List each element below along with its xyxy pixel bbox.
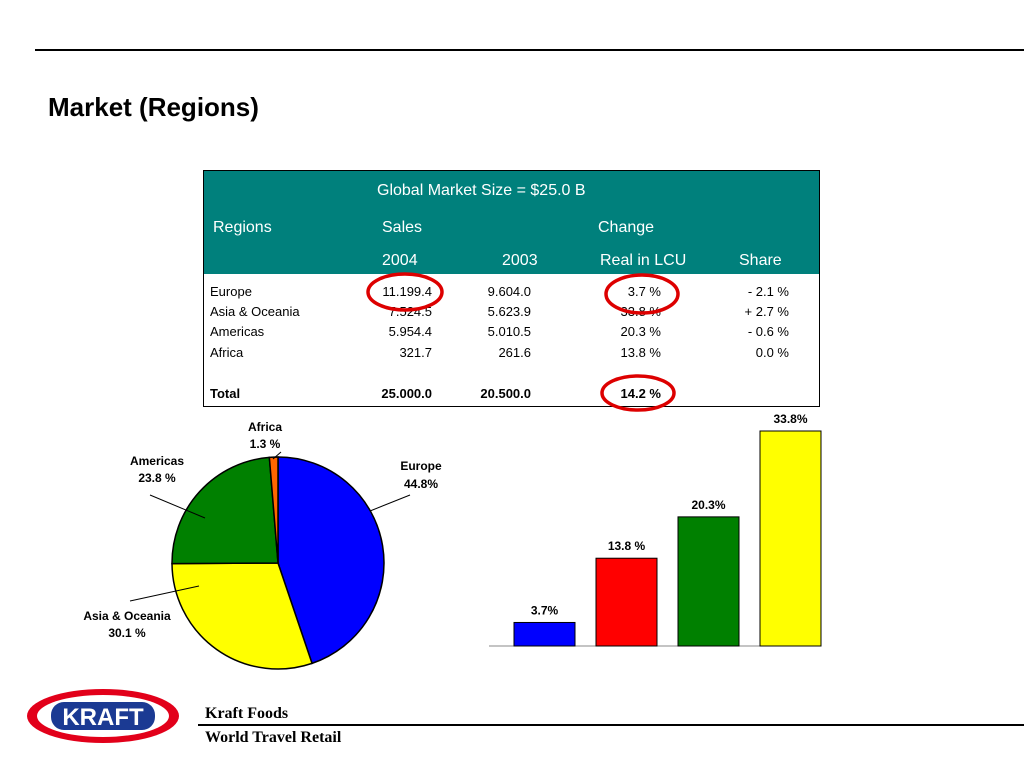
top-rule (35, 49, 1024, 51)
bar-value-label: 3.7% (531, 603, 559, 617)
bar-europe (513, 621, 576, 647)
table-cell-sales-2003: 261.6 (498, 345, 531, 360)
total-sales-2003: 20.500.0 (480, 386, 531, 401)
pie-label: Europe (400, 459, 442, 473)
pie-leader-line (272, 451, 282, 460)
table-cell-sales-2003: 9.604.0 (487, 284, 531, 299)
table-cell-sales-2003: 5.623.9 (487, 304, 531, 319)
table-cell-sales-2004: 7.524.5 (388, 304, 432, 319)
pie-label: Africa (248, 420, 282, 434)
table-cell-real-lcu: 33.8 % (620, 304, 661, 319)
table-cell-real-lcu: 3.7 % (627, 284, 661, 299)
footer-division: World Travel Retail (205, 729, 342, 746)
table-cell-share: + 2.7 % (744, 304, 789, 319)
pie-label: Asia & Oceania (83, 609, 171, 623)
table-cell-share: - 2.1 % (747, 284, 789, 299)
market-table: Global Market Size = $25.0 B Regions Sal… (203, 170, 820, 407)
table-cell-region: Americas (210, 324, 265, 339)
table-cell-real-lcu: 20.3 % (620, 324, 661, 339)
table-title: Global Market Size = $25.0 B (377, 182, 586, 199)
header-change: Change (598, 219, 655, 236)
pie-slice-americas (171, 456, 279, 565)
header-regions: Regions (213, 219, 272, 236)
pie-leader-line (129, 585, 200, 602)
pie-value-label: 30.1 % (108, 626, 146, 640)
table-cell-sales-2004: 321.7 (399, 345, 432, 360)
kraft-logo-text: KRAFT (62, 704, 144, 731)
table-cell-sales-2004: 5.954.4 (388, 324, 432, 339)
total-sales-2004: 25.000.0 (381, 386, 432, 401)
bar-asia-oceania (759, 430, 822, 647)
pie-slice-africa (268, 456, 279, 564)
bar-chart: 3.7% 13.8 % 20.3% 33.8% (489, 412, 822, 647)
table-cell-region: Asia & Oceania (210, 304, 300, 319)
pie-slice-europe (277, 456, 385, 665)
header-share: Share (739, 252, 782, 269)
bar-value-label: 13.8 % (608, 539, 646, 553)
table-cell-region: Africa (210, 345, 244, 360)
bar-americas (677, 516, 740, 647)
pie-chart: Europe 44.8% Asia & Oceania 30.1 % Americas 2… (83, 420, 442, 670)
pie-leader-line (149, 494, 206, 519)
header-sales: Sales (382, 219, 423, 236)
table-cell-region: Europe (210, 284, 252, 299)
pie-slice-asia-oceania (171, 562, 313, 670)
bar-value-label: 20.3% (691, 498, 725, 512)
table-cell-real-lcu: 13.8 % (620, 345, 661, 360)
table-cell-share: 0.0 % (755, 345, 789, 360)
header-real-in-lcu: Real in LCU (600, 252, 687, 269)
bar-value-label: 33.8% (773, 412, 807, 426)
total-real-lcu: 14.2 % (620, 386, 661, 401)
header-2003: 2003 (502, 252, 538, 269)
table-cell-share: - 0.6 % (747, 324, 789, 339)
bar-africa (595, 557, 658, 647)
footer-company: Kraft Foods (205, 705, 289, 722)
footer-rule (198, 724, 1024, 726)
pie-value-label: 23.8 % (138, 471, 176, 485)
pie-value-label: 44.8% (404, 477, 438, 491)
pie-leader-line (369, 494, 411, 512)
page-title: Market (Regions) (48, 92, 259, 122)
pie-value-label: 1.3 % (250, 437, 281, 451)
header-2004: 2004 (382, 252, 418, 269)
table-cell-sales-2003: 5.010.5 (487, 324, 531, 339)
table-header: Global Market Size = $25.0 B Regions Sal… (204, 171, 819, 274)
table-cell-sales-2004: 11.199.4 (382, 284, 432, 299)
pie-label: Americas (130, 454, 184, 468)
kraft-logo: KRAFT (27, 689, 179, 743)
total-label: Total (210, 386, 241, 401)
